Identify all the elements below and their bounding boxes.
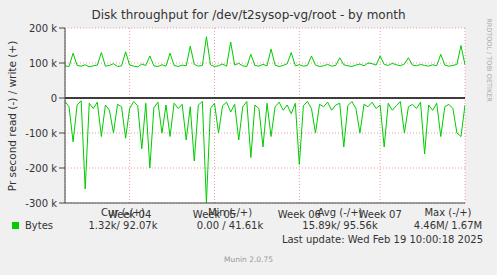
svg-text:-100 k: -100 k xyxy=(25,128,57,139)
html-text:0.00 / 41.61k: 0.00 / 41.61k xyxy=(196,220,264,231)
svg-text:100 k: 100 k xyxy=(29,58,57,69)
html-text:Disk throughput for /dev/t2sys: Disk throughput for /dev/t2sysop-vg/root… xyxy=(91,8,406,22)
html-text:Pr second read (-) / write (+): Pr second read (-) / write (+) xyxy=(6,40,18,192)
html-text:1.32k/ 92.07k: 1.32k/ 92.07k xyxy=(88,220,158,231)
svg-text:Week 06: Week 06 xyxy=(278,209,321,220)
html-text:RRDTOOL / TOBI OETIKER: RRDTOOL / TOBI OETIKER xyxy=(485,18,493,102)
html-text:Cur (-/+): Cur (-/+) xyxy=(101,207,145,218)
html-text:Munin 2.0.75: Munin 2.0.75 xyxy=(224,255,273,264)
html-text:Max (-/+): Max (-/+) xyxy=(424,207,472,218)
svg-text:200 k: 200 k xyxy=(29,23,57,34)
html-text:Bytes: Bytes xyxy=(25,220,54,231)
html-text:Last update: Wed Feb 19 10:00:: Last update: Wed Feb 19 10:00:18 2025 xyxy=(281,234,483,245)
svg-text:-300 k: -300 k xyxy=(25,198,57,209)
html-text:15.89k/ 95.56k: 15.89k/ 95.56k xyxy=(302,220,378,231)
html-text:Avg (-/+): Avg (-/+) xyxy=(317,207,363,218)
svg-text:-200 k: -200 k xyxy=(25,163,57,174)
svg-text:Week 07: Week 07 xyxy=(358,209,401,220)
svg-text:0: 0 xyxy=(51,93,57,104)
html-text:Min (-/+): Min (-/+) xyxy=(208,207,252,218)
html-text:4.46M/ 1.67M: 4.46M/ 1.67M xyxy=(413,220,483,231)
